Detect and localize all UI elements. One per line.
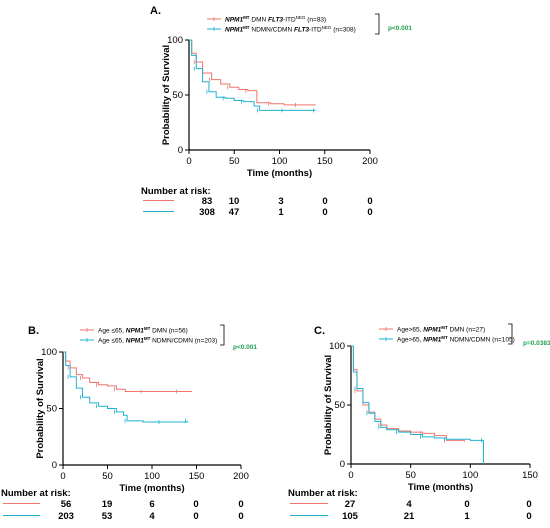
risk-count: 0 bbox=[464, 499, 469, 510]
x-tick-label: 50 bbox=[102, 471, 113, 482]
survival-curve-other bbox=[351, 345, 484, 464]
x-tick-label: 0 bbox=[60, 471, 65, 482]
x-tick-label: 200 bbox=[233, 471, 249, 482]
risk-count: 27 bbox=[345, 499, 356, 510]
risk-count: 105 bbox=[342, 511, 359, 522]
survival-curve-dmn bbox=[351, 345, 465, 442]
legend-bracket bbox=[220, 324, 225, 346]
x-tick-label: 150 bbox=[189, 471, 205, 482]
risk-count: 0 bbox=[367, 207, 372, 218]
y-tick-label: 0 bbox=[52, 460, 57, 471]
x-tick-label: 50 bbox=[229, 156, 240, 167]
risk-count: 4 bbox=[406, 499, 412, 510]
risk-count: 0 bbox=[238, 499, 243, 510]
risk-count: 56 bbox=[61, 499, 72, 510]
risk-count: 53 bbox=[102, 511, 113, 522]
y-axis-label: Probability of Survival bbox=[35, 358, 46, 458]
risk-count: 0 bbox=[526, 499, 531, 510]
risk-count: 0 bbox=[526, 511, 531, 522]
risk-count: 0 bbox=[193, 499, 198, 510]
risk-count: 47 bbox=[229, 207, 240, 218]
panel-label: C. bbox=[314, 325, 325, 337]
p-value: p<0.001 bbox=[388, 25, 412, 32]
risk-header: Number at risk: bbox=[1, 488, 71, 499]
risk-count: 6 bbox=[149, 499, 154, 510]
risk-count: 1 bbox=[464, 511, 470, 522]
survival-curve-dmn bbox=[189, 39, 316, 106]
risk-count: 1 bbox=[278, 207, 284, 218]
x-tick-label: 150 bbox=[522, 470, 538, 481]
y-tick-label: 50 bbox=[46, 404, 57, 415]
x-tick-label: 100 bbox=[272, 156, 288, 167]
x-tick-label: 0 bbox=[186, 156, 191, 167]
legend-entry: Age>65, NPM1MT NDMN/CDMN (n=105) bbox=[397, 335, 515, 344]
y-axis-label: Probability of Survival bbox=[323, 355, 334, 455]
risk-count: 308 bbox=[199, 207, 215, 218]
p-value: p=0.0383 bbox=[523, 340, 550, 347]
x-tick-label: 200 bbox=[362, 156, 378, 167]
y-tick-label: 100 bbox=[167, 35, 183, 46]
legend-entry: NPM1MT NDMN/CDMN FLT3-ITDNEG (n=308) bbox=[225, 25, 356, 34]
risk-count: 3 bbox=[278, 196, 283, 207]
risk-count: 10 bbox=[229, 196, 240, 207]
y-axis-label: Probability of Survival bbox=[161, 45, 172, 145]
risk-count: 0 bbox=[322, 196, 327, 207]
y-tick-label: 0 bbox=[340, 459, 345, 470]
x-tick-label: 0 bbox=[348, 470, 353, 481]
x-tick-label: 50 bbox=[405, 470, 416, 481]
risk-count: 0 bbox=[322, 207, 327, 218]
legend-bracket bbox=[375, 13, 380, 35]
risk-header: Number at risk: bbox=[288, 488, 358, 499]
panel-label: A. bbox=[150, 5, 161, 17]
risk-count: 21 bbox=[404, 511, 415, 522]
risk-count: 19 bbox=[102, 499, 113, 510]
risk-count: 83 bbox=[202, 196, 213, 207]
p-value: p<0.001 bbox=[233, 344, 257, 351]
x-axis-label: Time (months) bbox=[247, 168, 312, 179]
legend-entry: NPM1MT DMN FLT3-ITDNEG (n=83) bbox=[225, 15, 326, 24]
legend-entry: Age ≤65, NPM1MT DMN (n=56) bbox=[98, 326, 188, 335]
risk-count: 4 bbox=[149, 511, 155, 522]
risk-count: 0 bbox=[238, 511, 243, 522]
y-tick-label: 0 bbox=[178, 145, 183, 156]
x-axis-label: Time (months) bbox=[119, 483, 184, 494]
panel-label: B. bbox=[28, 325, 39, 337]
survival-curve-other bbox=[63, 351, 189, 423]
x-tick-label: 100 bbox=[462, 470, 478, 481]
legend-bracket bbox=[508, 323, 513, 345]
risk-count: 0 bbox=[367, 196, 372, 207]
legend-entry: Age ≤65, NPM1MT NDMN/CDMN (n=203) bbox=[98, 336, 217, 345]
risk-count: 203 bbox=[58, 511, 74, 522]
legend-entry: Age>65, NPM1MT DMN (n=27) bbox=[397, 325, 485, 334]
y-tick-label: 100 bbox=[329, 341, 345, 352]
x-tick-label: 100 bbox=[144, 471, 160, 482]
y-tick-label: 50 bbox=[334, 400, 345, 411]
risk-header: Number at risk: bbox=[141, 186, 211, 197]
y-tick-label: 100 bbox=[41, 347, 57, 358]
risk-count: 0 bbox=[193, 511, 198, 522]
x-tick-label: 150 bbox=[317, 156, 333, 167]
x-axis-label: Time (months) bbox=[408, 482, 473, 493]
survival-curve-other bbox=[189, 39, 316, 111]
survival-curve-dmn bbox=[63, 351, 193, 393]
y-tick-label: 50 bbox=[172, 90, 183, 101]
